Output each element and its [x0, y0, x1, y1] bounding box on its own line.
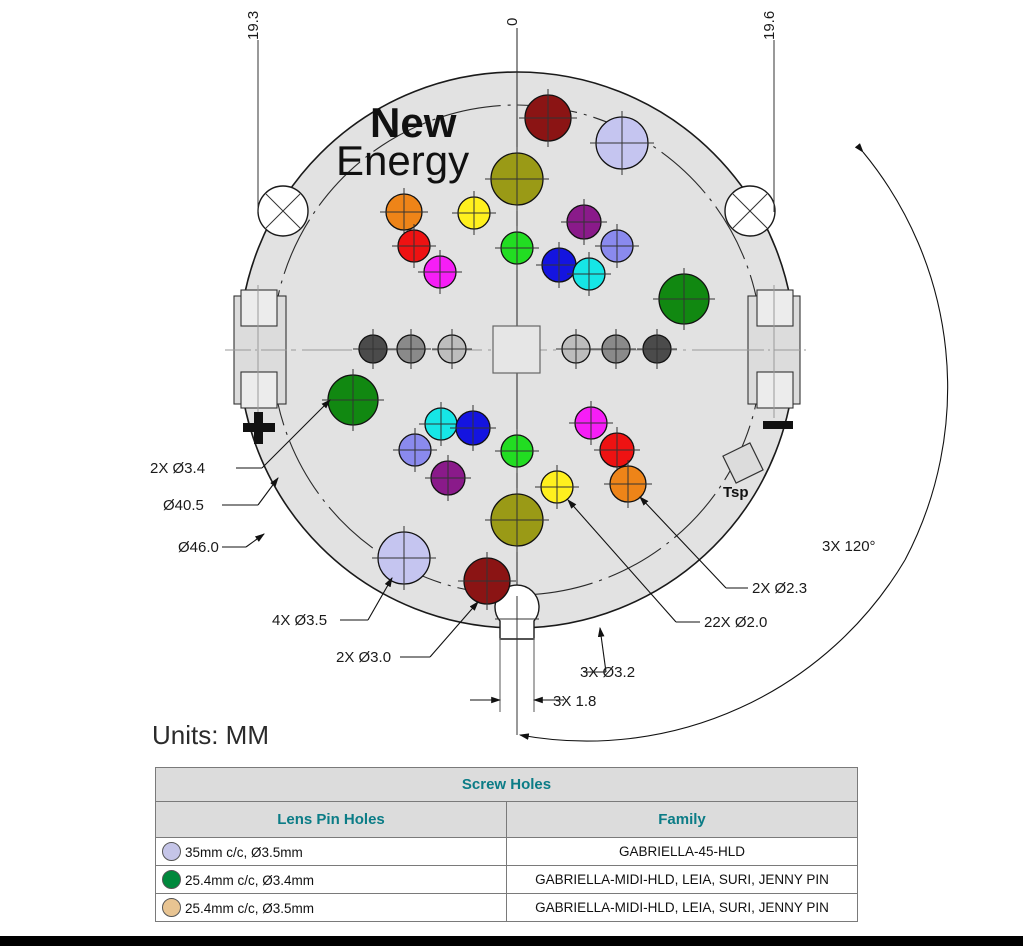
led-pad-periwinkle-lower — [393, 428, 437, 472]
led-pad-olive-bottom — [485, 488, 549, 552]
led-pad-blue-lower — [450, 405, 496, 451]
led-pad-gray-l1 — [353, 329, 393, 369]
pad-color-swatch — [162, 898, 181, 917]
pad-color-swatch — [162, 842, 181, 861]
dim-2x-d34: 2X Ø3.4 — [150, 460, 205, 477]
led-pad-gray-r1 — [556, 329, 596, 369]
led-pad-gray-r3 — [637, 329, 677, 369]
led-pad-magenta-upper — [418, 250, 462, 294]
dim-d460: Ø46.0 — [178, 539, 219, 556]
lens-pin-text: 35mm c/c, Ø3.5mm — [185, 845, 303, 860]
dim-3x-d32: 3X Ø3.2 — [580, 664, 635, 681]
col-header-lens-pin-holes: Lens Pin Holes — [155, 801, 507, 838]
led-pad-red-upper — [392, 224, 436, 268]
table-header-row: Lens Pin Holes Family — [155, 801, 858, 838]
led-pad-green-dark-left — [322, 369, 384, 431]
top-witness-lines — [257, 40, 775, 212]
logo-line-energy: Energy — [336, 137, 469, 184]
led-pad-green-bright-low — [495, 429, 539, 473]
dim-top-left: 19.3 — [245, 11, 262, 40]
lens-pin-cell: 25.4mm c/c, Ø3.4mm — [155, 865, 507, 894]
pad-color-swatch — [162, 870, 181, 889]
led-pad-olive-top — [485, 147, 549, 211]
spec-table: Screw Holes Lens Pin Holes Family 35mm c… — [155, 767, 858, 922]
led-pad-dark-red-top — [519, 89, 577, 147]
angle-arc-120 — [518, 143, 949, 742]
tsp-pad — [722, 442, 764, 484]
connector-bracket-left — [225, 285, 296, 418]
table-body: 35mm c/c, Ø3.5mm GABRIELLA-45-HLD 25.4mm c… — [155, 837, 858, 922]
led-pad-green-dark-right — [653, 268, 715, 330]
led-pad-purple-upper — [561, 199, 607, 245]
led-pad-lavender-top — [590, 111, 654, 175]
dim-3x-120: 3X 120° — [822, 538, 876, 555]
led-pad-lavender-bottom — [372, 526, 436, 590]
units-label: Units: MM — [152, 720, 269, 750]
dim-22x-d20: 22X Ø2.0 — [704, 614, 767, 631]
family-cell: GABRIELLA-45-HLD — [506, 837, 858, 866]
center-square-pad — [492, 325, 541, 374]
led-pad-dark-red-bottom — [458, 552, 516, 610]
lens-pin-cell: 25.4mm c/c, Ø3.5mm — [155, 893, 507, 922]
led-pad-layer — [322, 89, 715, 610]
table-row: 25.4mm c/c, Ø3.5mm GABRIELLA-MIDI-HLD, LE… — [155, 893, 858, 922]
screw-hole-top-left — [257, 185, 309, 237]
led-pad-green-bright-up — [495, 226, 539, 270]
dim-2x-d30: 2X Ø3.0 — [336, 649, 391, 666]
dim-4x-d35: 4X Ø3.5 — [272, 612, 327, 629]
polarity-minus-marker — [763, 421, 793, 429]
dim-2x-d23: 2X Ø2.3 — [752, 580, 807, 597]
led-pad-yellow-upper — [452, 191, 496, 235]
slot-width-dimension — [470, 638, 564, 712]
led-pad-red-lower — [594, 427, 640, 473]
leader-lines-left — [222, 399, 479, 658]
polarity-plus-marker — [243, 412, 275, 444]
col-header-family: Family — [506, 801, 858, 838]
led-pad-gray-r2 — [596, 329, 636, 369]
led-pad-orange-lower — [604, 460, 652, 508]
family-cell: GABRIELLA-MIDI-HLD, LEIA, SURI, JENNY PI… — [506, 865, 858, 894]
table-row: 25.4mm c/c, Ø3.4mm GABRIELLA-MIDI-HLD, LE… — [155, 865, 858, 894]
led-pad-magenta-lower — [569, 401, 613, 445]
lens-pin-text: 25.4mm c/c, Ø3.4mm — [185, 873, 315, 888]
dim-top-right: 19.6 — [761, 11, 778, 40]
led-pad-gray-l2 — [391, 329, 431, 369]
lens-pin-text: 25.4mm c/c, Ø3.5mm — [185, 901, 315, 916]
dim-d405: Ø40.5 — [163, 497, 204, 514]
led-pad-yellow-lower — [535, 465, 579, 509]
screw-hole-top-right — [724, 185, 776, 237]
table-title-row: Screw Holes — [155, 767, 858, 802]
led-pad-periwinkle-upper — [595, 224, 639, 268]
logo-line-new: New — [370, 99, 457, 146]
connector-bracket-right — [738, 285, 809, 418]
led-pad-gray-l3 — [432, 329, 472, 369]
tsp-label: Tsp — [723, 484, 749, 501]
dim-top-center: 0 — [504, 18, 521, 26]
led-pad-orange-upper — [380, 188, 428, 236]
lens-pin-cell: 35mm c/c, Ø3.5mm — [155, 837, 507, 866]
led-pad-cyan-upper — [567, 252, 611, 296]
leader-lines-right — [567, 496, 748, 673]
bottom-bar — [0, 936, 1023, 946]
table-row: 35mm c/c, Ø3.5mm GABRIELLA-45-HLD — [155, 837, 858, 866]
screw-hole-bottom-keyhole — [494, 584, 540, 735]
led-pad-purple-lower — [425, 455, 471, 501]
dim-3x-18: 3X 1.8 — [553, 693, 596, 710]
family-cell: GABRIELLA-MIDI-HLD, LEIA, SURI, JENNY PI… — [506, 893, 858, 922]
table-title: Screw Holes — [155, 767, 858, 802]
